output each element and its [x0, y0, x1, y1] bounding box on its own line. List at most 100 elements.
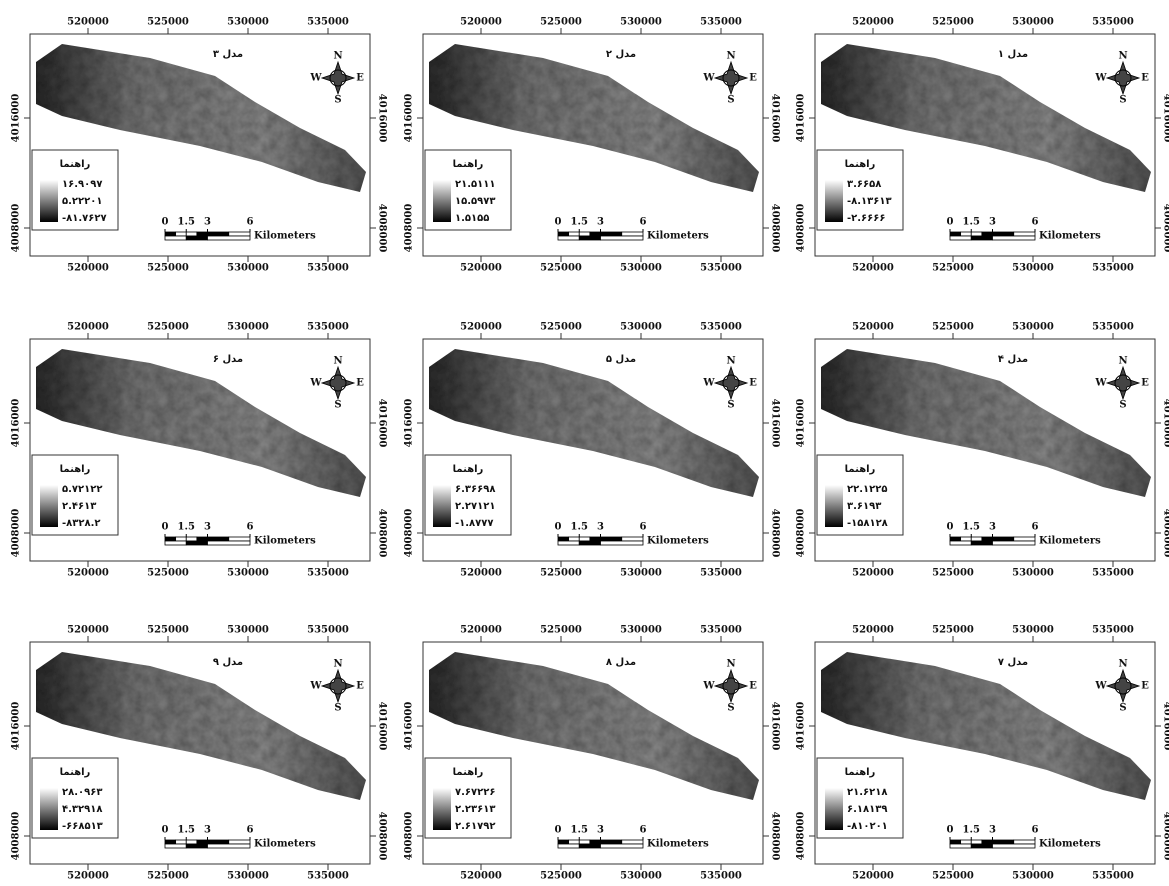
scale-segment	[568, 536, 580, 542]
y-tick-label: 4008000	[11, 812, 22, 861]
y-tick-label: 4016000	[11, 94, 22, 143]
x-tick-label: 525000	[932, 871, 974, 882]
legend-value: ۲.۴۶۱۳	[62, 501, 96, 512]
y-tick-label: 4016000	[796, 94, 807, 143]
scale-segment	[175, 536, 187, 542]
map-panel: 520000 520000 525000 525000 530000 530000 5350…	[11, 625, 388, 882]
compass-w: W	[1094, 681, 1107, 692]
legend-ramp	[40, 180, 58, 222]
compass-w: W	[1094, 378, 1107, 389]
map-title: مدل ۳	[213, 49, 243, 60]
scale-segment	[600, 839, 623, 845]
scale-tick-label: 6	[1032, 825, 1039, 836]
x-tick-label: 525000	[540, 568, 582, 579]
legend-value: ۷.۶۷۲۲۶	[455, 787, 495, 798]
legend-value: -۸۱.۷۶۲۷	[62, 213, 107, 224]
map-panel: 520000 520000 525000 525000 530000 530000 5350…	[796, 625, 1169, 882]
x-tick-label: 530000	[1012, 322, 1054, 333]
x-tick-label: 525000	[147, 625, 189, 636]
compass-ring	[722, 677, 740, 695]
compass-n: N	[726, 51, 735, 62]
x-tick-label: 535000	[307, 568, 349, 579]
x-tick-label: 520000	[67, 625, 109, 636]
legend-value: ۶.۱۸۱۳۹	[847, 804, 887, 815]
map-panel: 520000 520000 525000 525000 530000 530000 5350…	[11, 322, 388, 579]
scale-segment	[557, 536, 570, 542]
x-tick-label: 530000	[620, 322, 662, 333]
scale-segment	[228, 231, 251, 237]
compass-ring	[329, 69, 347, 87]
legend-title: راهنما	[845, 464, 876, 475]
scale-segment	[600, 231, 623, 237]
scale-segment	[589, 536, 601, 542]
scale-segment	[196, 231, 208, 237]
legend-ramp	[433, 485, 451, 527]
y-tick-label: 4016000	[404, 399, 415, 448]
y-tick-label: 4008000	[1162, 509, 1169, 558]
y-tick-label: 4008000	[770, 204, 781, 253]
north-arrow: N S W E	[702, 659, 757, 714]
x-tick-label: 530000	[620, 263, 662, 274]
y-tick-label: 4016000	[11, 702, 22, 751]
y-tick-label: 4016000	[770, 94, 781, 143]
scale-segment	[621, 536, 644, 542]
y-tick-label: 4016000	[404, 94, 415, 143]
scale-segment	[970, 843, 993, 849]
scale-segment	[970, 839, 983, 845]
compass-w: W	[702, 681, 715, 692]
legend-value: ۵.۷۲۱۲۲	[62, 484, 102, 495]
scale-segment	[1013, 536, 1036, 542]
x-tick-label: 535000	[1092, 568, 1134, 579]
legend-value: -۱.۸۷۷۷	[455, 518, 493, 529]
y-tick-label: 4008000	[377, 812, 388, 861]
scale-tick-label: 3	[204, 522, 211, 533]
scale-tick-label: 3	[204, 217, 211, 228]
map-panel: 520000 520000 525000 525000 530000 530000 5350…	[796, 17, 1169, 274]
x-tick-label: 535000	[307, 322, 349, 333]
raster-strip	[429, 652, 759, 800]
compass-e: E	[356, 378, 364, 389]
scale-segment	[981, 839, 993, 845]
x-tick-label: 530000	[620, 17, 662, 28]
legend-value: ۲۱.۵۱۱۱	[455, 179, 495, 190]
scale-tick-label: 0	[555, 217, 562, 228]
scale-tick-label: 1.5	[571, 522, 588, 533]
legend-value: ۳.۶۱۹۳	[847, 501, 881, 512]
compass-n: N	[726, 659, 735, 670]
y-tick-label: 4008000	[404, 204, 415, 253]
x-tick-label: 525000	[932, 17, 974, 28]
scale-tick-label: 3	[204, 825, 211, 836]
scale-unit: Kilometers	[1039, 839, 1101, 850]
legend-value: ۳.۶۶۵۸	[847, 179, 881, 190]
legend-ramp	[825, 485, 843, 527]
compass-s: S	[727, 95, 734, 106]
scale-tick-label: 3	[597, 522, 604, 533]
x-tick-label: 520000	[460, 263, 502, 274]
x-tick-label: 520000	[67, 263, 109, 274]
legend-ramp	[825, 180, 843, 222]
scale-segment	[164, 536, 177, 542]
raster-strip	[36, 44, 366, 192]
legend-title: راهنما	[453, 767, 484, 778]
compass-e: E	[356, 681, 364, 692]
map-panel: 520000 520000 525000 525000 530000 530000 5350…	[404, 625, 781, 882]
x-tick-label: 530000	[1012, 17, 1054, 28]
x-tick-label: 520000	[67, 17, 109, 28]
scale-segment	[207, 235, 251, 241]
compass-n: N	[333, 659, 342, 670]
scale-segment	[970, 231, 983, 237]
map-title: مدل ۱	[998, 49, 1028, 60]
compass-n: N	[1118, 356, 1127, 367]
scale-segment	[164, 839, 177, 845]
map-panel: 520000 520000 525000 525000 530000 530000 5350…	[796, 322, 1169, 579]
scale-segment	[600, 235, 644, 241]
scale-segment	[981, 536, 993, 542]
scale-segment	[992, 235, 1036, 241]
x-tick-label: 535000	[307, 625, 349, 636]
x-tick-label: 525000	[540, 322, 582, 333]
y-tick-label: 4008000	[404, 509, 415, 558]
scale-segment	[557, 231, 570, 237]
x-tick-label: 520000	[852, 17, 894, 28]
x-tick-label: 535000	[1092, 625, 1134, 636]
x-tick-label: 530000	[620, 568, 662, 579]
